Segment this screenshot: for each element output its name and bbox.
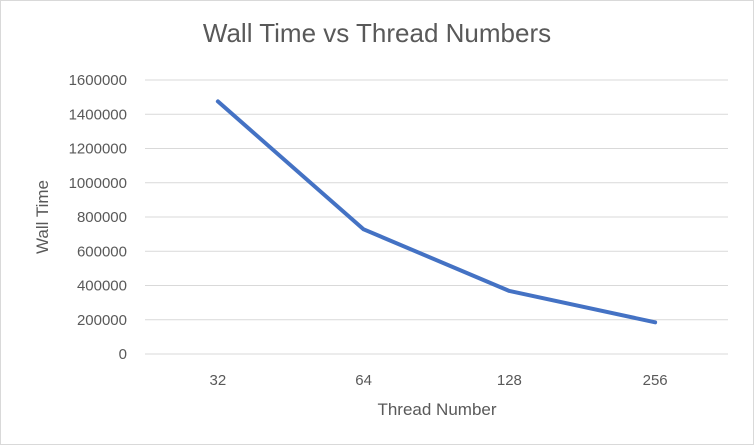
x-tick-label: 256: [643, 372, 668, 389]
series-lines: [215, 99, 658, 325]
x-tick-label: 128: [497, 372, 522, 389]
y-axis-title: Wall Time: [33, 180, 52, 254]
y-tick-labels: 0 200000 400000 600000 800000 1000000 1200000 1…: [69, 72, 127, 363]
y-tick-label: 600000: [77, 243, 127, 260]
series-line: [215, 99, 658, 325]
chart-title: Wall Time vs Thread Numbers: [202, 18, 552, 48]
y-tick-label: 400000: [77, 278, 127, 295]
y-tick-label: 800000: [77, 209, 127, 226]
y-tick-label: 1200000: [69, 141, 127, 158]
y-tick-label: 0: [119, 346, 127, 363]
y-tick-label: 1600000: [69, 72, 127, 89]
y-tick-label: 200000: [77, 312, 127, 329]
x-tick-label: 64: [355, 372, 372, 389]
x-axis-title: Thread Number: [377, 400, 496, 419]
x-tick-labels: 32 64 128 256: [210, 372, 668, 389]
y-tick-label: 1000000: [69, 175, 127, 192]
x-tick-label: 32: [210, 372, 227, 389]
y-tick-label: 1400000: [69, 106, 127, 123]
grid-lines: [145, 79, 728, 355]
